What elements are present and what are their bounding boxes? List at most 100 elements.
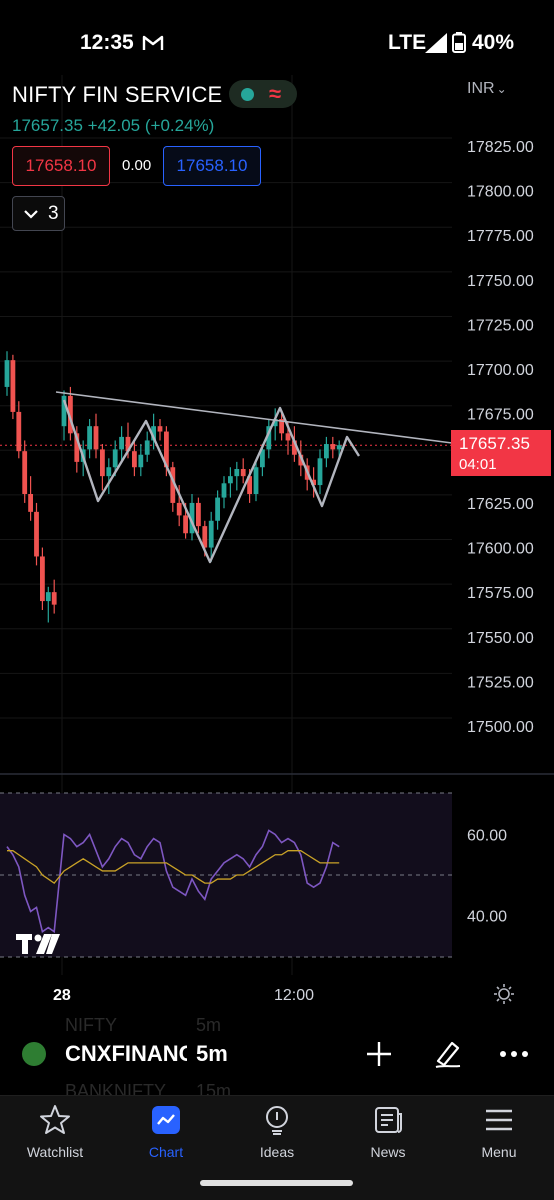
last-price-label: 17657.35 04:01 [451,430,551,476]
bar-countdown: 04:01 [459,456,497,473]
candle-body [317,458,323,486]
price-tick-label: 17800.00 [467,184,534,201]
candle-body [16,411,22,452]
price-tick-label: 17700.00 [467,362,534,379]
rsi-line [6,829,340,934]
drawing-tool-pen-icon[interactable] [432,1037,464,1069]
price-tick-label: 17750.00 [467,273,534,290]
price-tick-label: 17625.00 [467,496,534,513]
candle-body [68,395,73,434]
candle-body [170,467,176,503]
candle-body [324,444,329,459]
candle-body [260,449,265,468]
chart-area[interactable]: 17825.00 17800.00 17775.00 17750.00 17725.00… [0,75,554,1015]
candle-body [100,449,105,477]
interval-button[interactable]: 5m [196,1041,228,1066]
tab-chart[interactable]: Chart [111,1096,221,1176]
candle-body [336,445,342,450]
candle-body [247,476,252,494]
market-status-toggle[interactable]: ≈ [229,80,297,108]
candle-body [132,451,137,468]
signal-icon [425,33,447,53]
price-tick-label: 17675.00 [467,407,534,424]
candle-body [28,494,33,512]
currency-selector[interactable]: INR ⌄ [467,80,507,98]
trendline [55,391,453,444]
menu-icon [486,1109,512,1131]
tab-label: News [370,1144,406,1160]
candle-body [253,467,259,494]
price-tick-label: 17525.00 [467,674,534,691]
status-bar: 12:35 LTE 40% [0,0,554,80]
tab-label: Menu [481,1144,517,1160]
candle-body [266,426,272,450]
candle-body [221,483,227,498]
candle-body [311,479,316,486]
candle-body [93,426,99,450]
status-time: 12:35 [80,31,134,54]
currency-label: INR [467,80,495,97]
home-indicator[interactable] [200,1180,353,1186]
tab-label: Watchlist [26,1144,84,1160]
price-tick-label: 17575.00 [467,585,534,602]
candle-body [40,556,45,602]
sell-button[interactable]: 17658.10 [12,146,110,186]
star-icon [40,1105,70,1134]
buy-button[interactable]: 17658.10 [163,146,261,186]
candle-body [189,502,195,534]
price-tick-label: 17725.00 [467,317,534,334]
chart-icon [152,1106,180,1134]
candle-body [208,520,214,548]
indicators-collapse-button[interactable]: 3 [12,196,65,231]
price-tick-label: 17550.00 [467,630,534,647]
candle-body [157,426,163,432]
price-tick-label: 17600.00 [467,541,534,558]
exchange-icon [22,1042,46,1066]
tab-menu[interactable]: Menu [444,1096,554,1176]
symbol-ticker-button[interactable]: CNXFINANCE [65,1041,187,1066]
candle-body [51,592,57,605]
ghost-interval-above: 5m [196,1015,222,1035]
candle-body [298,454,304,466]
chevron-down-icon: ⌄ [496,82,507,96]
candle-body [34,511,39,557]
tab-watchlist[interactable]: Watchlist [0,1096,110,1176]
candle-body [279,419,284,434]
candle-body [45,592,51,602]
candle-body [144,440,150,455]
add-plus-icon[interactable] [366,1041,392,1067]
candle-body [285,433,291,441]
tab-news[interactable]: News [333,1096,443,1176]
tab-ideas[interactable]: Ideas [222,1096,332,1176]
tab-label: Chart [148,1144,184,1160]
candle-body [164,431,169,468]
candle-body [125,436,131,452]
chart-canvas[interactable]: 17825.00 17800.00 17775.00 17750.00 17725.00… [0,75,554,1015]
candle-body [196,502,201,527]
tradingview-logo-icon [16,934,60,954]
settings-sun-icon[interactable] [493,983,515,1005]
candle-body [112,449,118,468]
symbol-name[interactable]: NIFTY FIN SERVICE [12,82,223,107]
candle-body [228,476,233,484]
rsi-tick-label: 40.00 [467,909,507,926]
indicator-count: 3 [48,203,59,224]
candle-body [22,451,28,494]
pattern-zigzag [62,399,361,564]
price-tick-label: 17775.00 [467,228,534,245]
candle-body [106,467,112,477]
candle-body [61,395,67,427]
battery-percent: 40% [472,31,515,54]
symbol-change: 17657.35 +42.05 (+0.24%) [12,116,214,136]
rsi-ma-line [7,850,340,884]
rsi-tick-label: 60.00 [467,828,507,845]
candle-body [183,515,188,534]
more-dots-icon[interactable] [499,1050,529,1058]
time-label-date: 28 [53,987,71,1004]
symbol-bar: NIFTY 5m CNXFINANCE 5m BANKNIFTY 15m [0,1015,554,1101]
gmail-icon [142,35,164,50]
candle-body [138,454,144,468]
candle-body [292,440,297,455]
lightbulb-icon [266,1106,288,1135]
candle-body [119,436,124,450]
